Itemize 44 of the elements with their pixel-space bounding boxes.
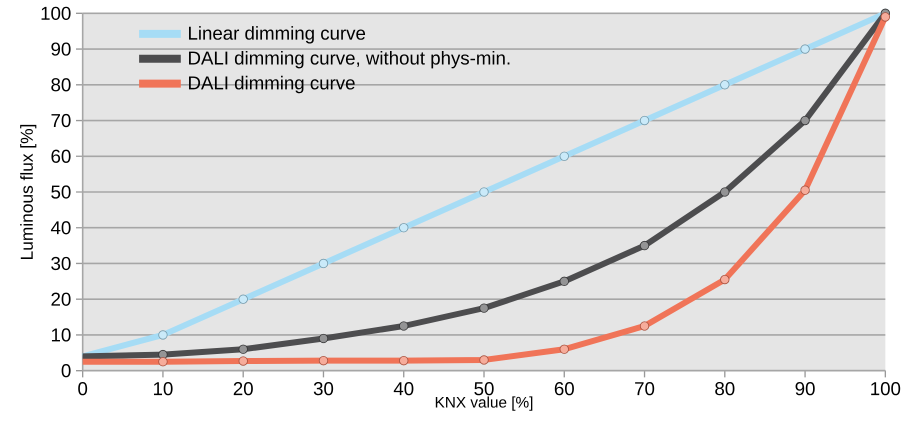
point [800, 116, 810, 126]
point [158, 330, 168, 340]
point [238, 294, 248, 304]
x-tick-label: 60 [554, 382, 574, 396]
point [318, 334, 328, 344]
legend-label: Linear dimming curve [189, 26, 366, 44]
y-tick-label: 80 [51, 78, 71, 92]
x-tick-label: 70 [635, 382, 654, 396]
x-tick-label: 90 [796, 382, 815, 396]
x-tick-label: 30 [314, 382, 334, 396]
y-tick-label: 30 [51, 256, 71, 270]
point [640, 240, 650, 250]
point [318, 258, 328, 268]
point [560, 152, 569, 161]
point [479, 187, 489, 197]
point [720, 187, 730, 197]
y-tick-label: 60 [51, 150, 71, 163]
y-tick-label: 0 [62, 364, 71, 378]
y-tick-label: 100 [42, 6, 71, 20]
y-axis-title: Luminous flux [%] [20, 124, 36, 259]
x-tick-label: 80 [715, 382, 734, 396]
point [640, 116, 650, 126]
point [238, 344, 248, 354]
point [560, 276, 569, 286]
point [800, 44, 810, 54]
x-tick-label: 50 [474, 382, 494, 396]
y-tick-label: 70 [51, 114, 71, 128]
point [399, 321, 408, 331]
x-tick-label: 20 [234, 382, 253, 396]
x-tick-label: 40 [394, 382, 414, 396]
y-tick-label: 10 [52, 328, 71, 342]
legend-label: DALI dimming curve, without phys-min. [189, 50, 510, 68]
x-tick-label: 0 [78, 382, 88, 396]
legend-label: DALI dimming curve [189, 76, 355, 94]
point [479, 303, 489, 313]
y-tick-label: 40 [50, 221, 71, 234]
y-tick-label: 50 [51, 185, 71, 199]
point [720, 80, 730, 90]
x-tick-label: 100 [871, 382, 900, 396]
y-tick-label: 90 [51, 42, 71, 56]
point [399, 223, 408, 232]
x-tick-label: 10 [154, 382, 173, 396]
y-tick-label: 20 [51, 292, 71, 306]
x-axis-title: KNX value [%] [436, 396, 532, 411]
